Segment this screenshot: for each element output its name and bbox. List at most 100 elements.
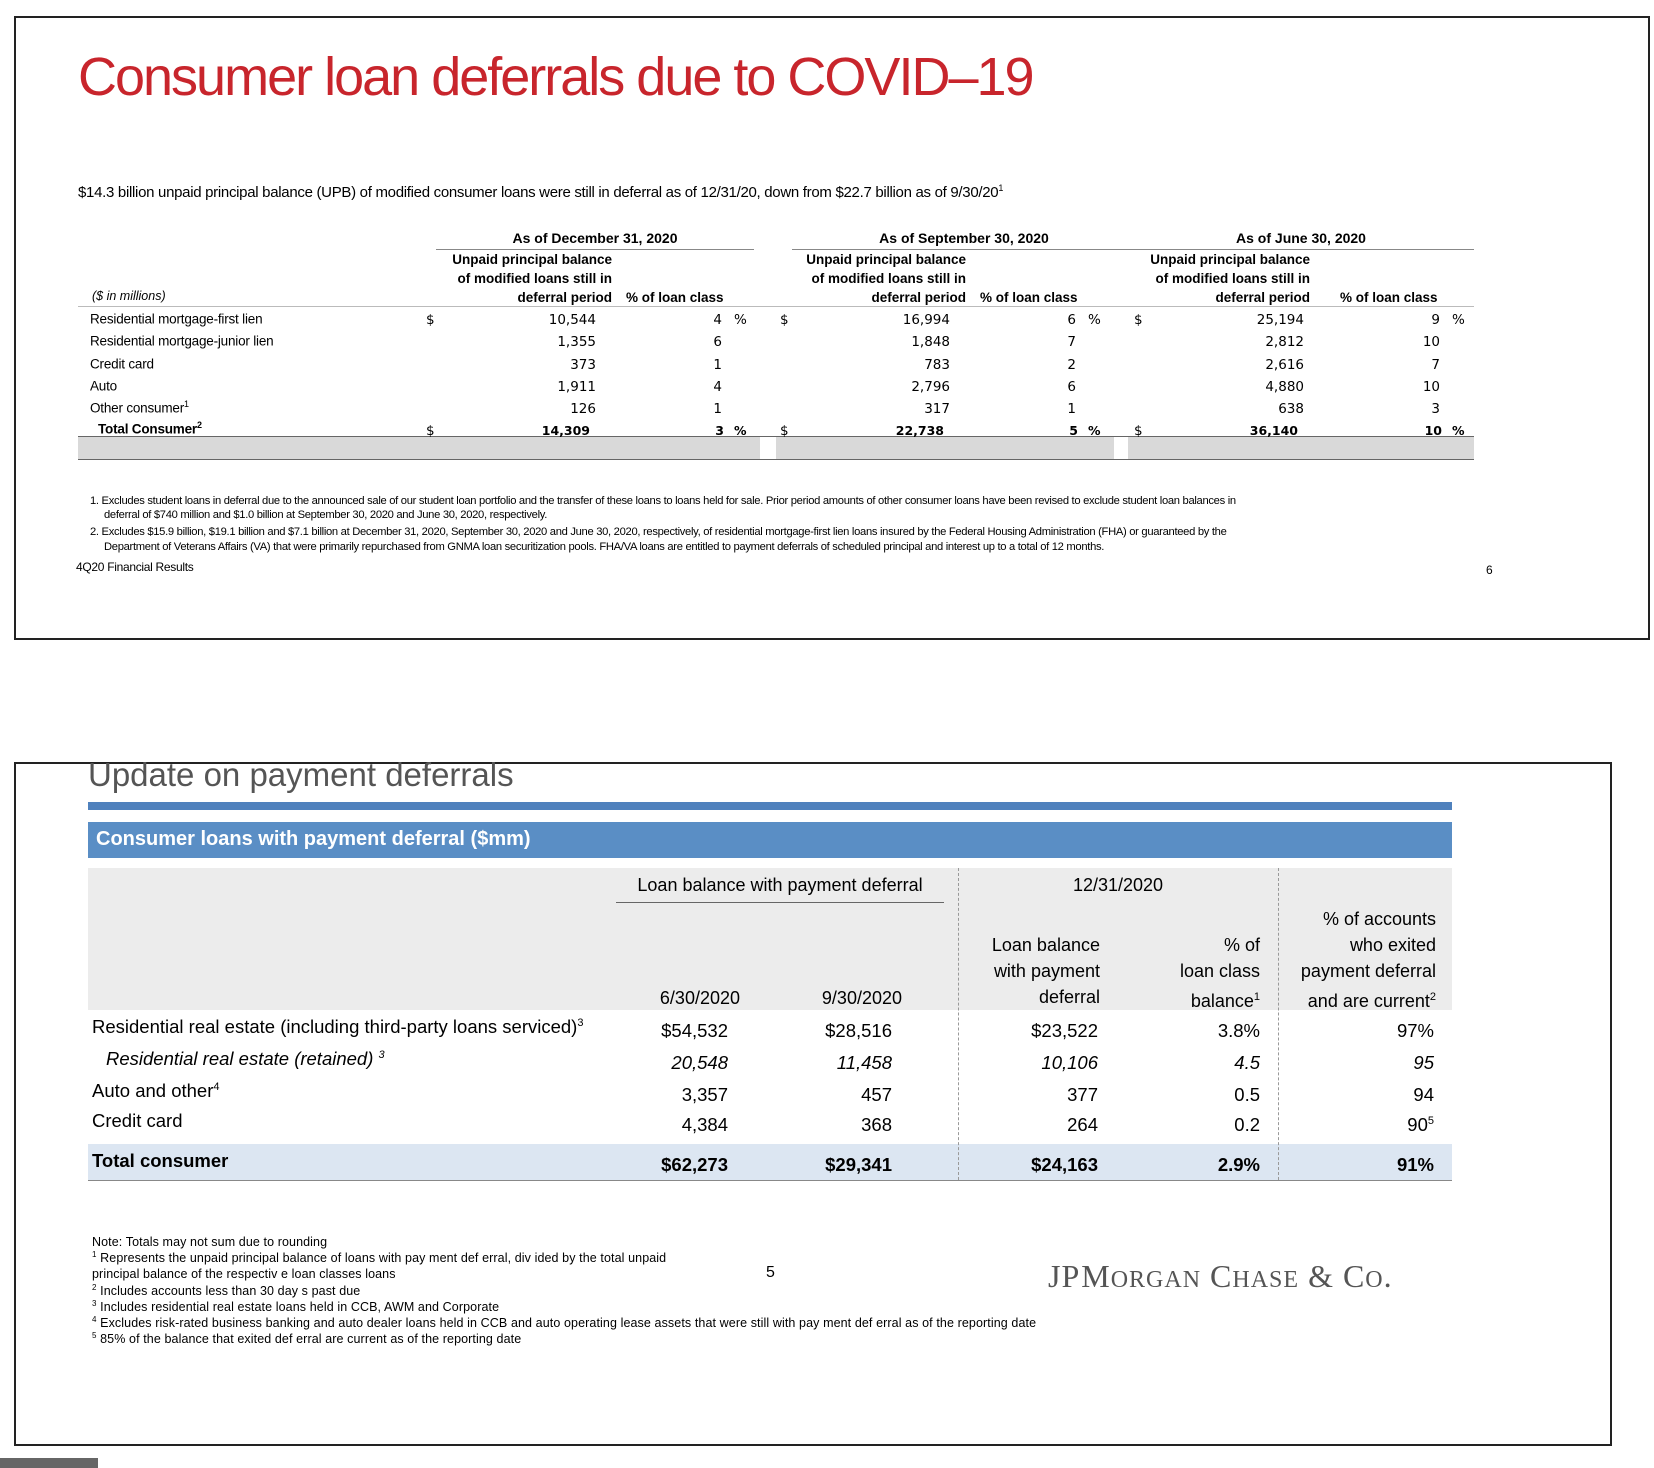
note-line: 3 Includes residential real estate loans…: [92, 1299, 500, 1315]
slide-title: Consumer loan deferrals due to COVID–19: [78, 47, 1035, 107]
total-dec-dollar: $: [426, 423, 435, 439]
row-label: Residential real estate (including third…: [92, 1016, 584, 1037]
total-sep-value: 22,738: [895, 423, 944, 438]
jun-pct-sign: %: [1452, 312, 1465, 328]
dec-pct: 6: [713, 334, 722, 350]
dec-value: 1,355: [557, 334, 596, 350]
note-line: 5 85% of the balance that exited def err…: [92, 1331, 522, 1347]
jun-pct: 10: [1422, 379, 1440, 395]
page-number: 5: [766, 1264, 775, 1281]
slide-payment-deferrals: Update on payment deferrals Consumer loa…: [14, 756, 1612, 1446]
col-header-jun: 6/30/2020: [659, 988, 740, 1008]
row-sep: $28,516: [825, 1020, 892, 1041]
total-row-band: [88, 1144, 1452, 1180]
column-header-band: [88, 868, 1452, 1010]
row-exit: 905: [1407, 1114, 1434, 1135]
total-balance: $24,163: [1031, 1154, 1098, 1175]
sep-value: 317: [924, 401, 950, 417]
total-dec-pct-sign: %: [734, 423, 747, 438]
col-header-pct-loan-class: % of loan class balance1: [1179, 935, 1260, 1011]
jun-value: 638: [1278, 401, 1304, 417]
sep-col-upb-header: Unpaid principal balance of modified loan…: [806, 252, 966, 305]
sep-block-rule: [792, 249, 1136, 250]
dec-block-rule: [436, 249, 754, 250]
row-jun: 20,548: [671, 1052, 728, 1073]
total-jun-pct: 10: [1424, 423, 1442, 438]
footnote-1-line2: deferral of $740 million and $1.0 billio…: [104, 509, 548, 521]
jun-value: 25,194: [1256, 312, 1304, 328]
sep-dollar: $: [780, 312, 789, 328]
table-bottom-rule: [88, 1180, 1452, 1181]
total-top-rule: [78, 436, 1474, 437]
jun-value: 2,616: [1265, 357, 1304, 373]
total-sep-dollar: $: [780, 423, 789, 439]
slide-title: Update on payment deferrals: [88, 756, 514, 793]
jun-dollar: $: [1134, 312, 1143, 328]
slide-subtitle: $14.3 billion unpaid principal balance (…: [78, 183, 1004, 201]
total-row-band-sep: [776, 437, 1114, 459]
jpmorgan-logo: JPMORGAN CHASE & CO.: [1048, 1258, 1393, 1294]
total-sep-pct-sign: %: [1088, 423, 1101, 438]
source-label: 4Q20 Financial Results: [76, 560, 194, 574]
jun-value: 2,812: [1265, 334, 1304, 350]
jun-pct: 10: [1422, 334, 1440, 350]
dec-pct: 4: [713, 312, 722, 328]
dec-pct: 1: [713, 401, 722, 417]
row-pct: 0.5: [1234, 1084, 1260, 1105]
total-jun: $62,273: [661, 1154, 728, 1175]
slide-consumer-loan-deferrals: Consumer loan deferrals due to COVID–19 …: [14, 16, 1650, 640]
column-divider-2: [1278, 868, 1279, 1180]
row-jun: 4,384: [681, 1114, 728, 1135]
row-bal: 264: [1067, 1114, 1098, 1135]
dec-value: 10,544: [548, 312, 596, 328]
units-label: ($ in millions): [92, 289, 166, 303]
jun-block-rule: [1128, 249, 1474, 250]
row-pct: 0.2: [1234, 1114, 1260, 1135]
total-exited: 91%: [1396, 1154, 1434, 1175]
sep-pct: 7: [1067, 334, 1076, 350]
row-label: Auto: [90, 378, 117, 394]
header-underline: [78, 306, 1474, 307]
row-bal: $23,522: [1031, 1020, 1098, 1041]
row-sep: 11,458: [836, 1052, 892, 1073]
row-jun: 3,357: [681, 1084, 728, 1105]
row-label: Credit card: [92, 1110, 183, 1131]
group-header-loan-balance: Loan balance with payment deferral: [637, 875, 923, 895]
row-pct: 4.5: [1234, 1052, 1260, 1073]
row-exit: 95: [1413, 1052, 1434, 1073]
dec-pct: 4: [713, 379, 722, 395]
col-header-loan-balance: Loan balance with payment deferral: [991, 935, 1100, 1007]
dec-block-heading: As of December 31, 2020: [512, 230, 678, 246]
dec-pct: 1: [713, 357, 722, 373]
total-dec-value: 14,309: [541, 423, 590, 438]
sep-pct: 1: [1067, 401, 1076, 417]
total-sep: $29,341: [825, 1154, 892, 1175]
total-row-band-jun: [1128, 437, 1474, 459]
row-jun: $54,532: [661, 1020, 728, 1041]
page-number: 6: [1486, 563, 1493, 577]
row-sep: 457: [861, 1084, 892, 1105]
dec-col-upb-header: Unpaid principal balance of modified loan…: [452, 252, 612, 305]
col-header-sep: 9/30/2020: [821, 988, 902, 1008]
note-line: Note: Totals may not sum due to rounding: [92, 1235, 328, 1250]
total-jun-dollar: $: [1134, 423, 1143, 439]
dec-dollar: $: [426, 312, 435, 328]
row-bal: 10,106: [1041, 1052, 1098, 1073]
page-edge-mark: [0, 1458, 98, 1468]
total-row-label: Total consumer: [92, 1150, 229, 1171]
row-label: Credit card: [90, 356, 154, 372]
sep-value: 1,848: [911, 334, 950, 350]
col-header-pct-exited: % of accounts who exited payment deferral a…: [1300, 909, 1436, 1011]
group-header-rule: [616, 902, 944, 903]
sep-value: 783: [924, 357, 950, 373]
total-bottom-rule: [78, 459, 1474, 460]
jun-block-heading: As of June 30, 2020: [1236, 230, 1366, 246]
sep-pct: 2: [1067, 357, 1076, 373]
sep-value: 16,994: [902, 312, 950, 328]
sep-pct: 6: [1067, 312, 1076, 328]
row-sep: 368: [861, 1114, 892, 1135]
sep-block-heading: As of September 30, 2020: [879, 230, 1049, 246]
sep-value: 2,796: [911, 379, 950, 395]
group-header-date: 12/31/2020: [1072, 875, 1164, 895]
sep-pct: 6: [1067, 379, 1076, 395]
